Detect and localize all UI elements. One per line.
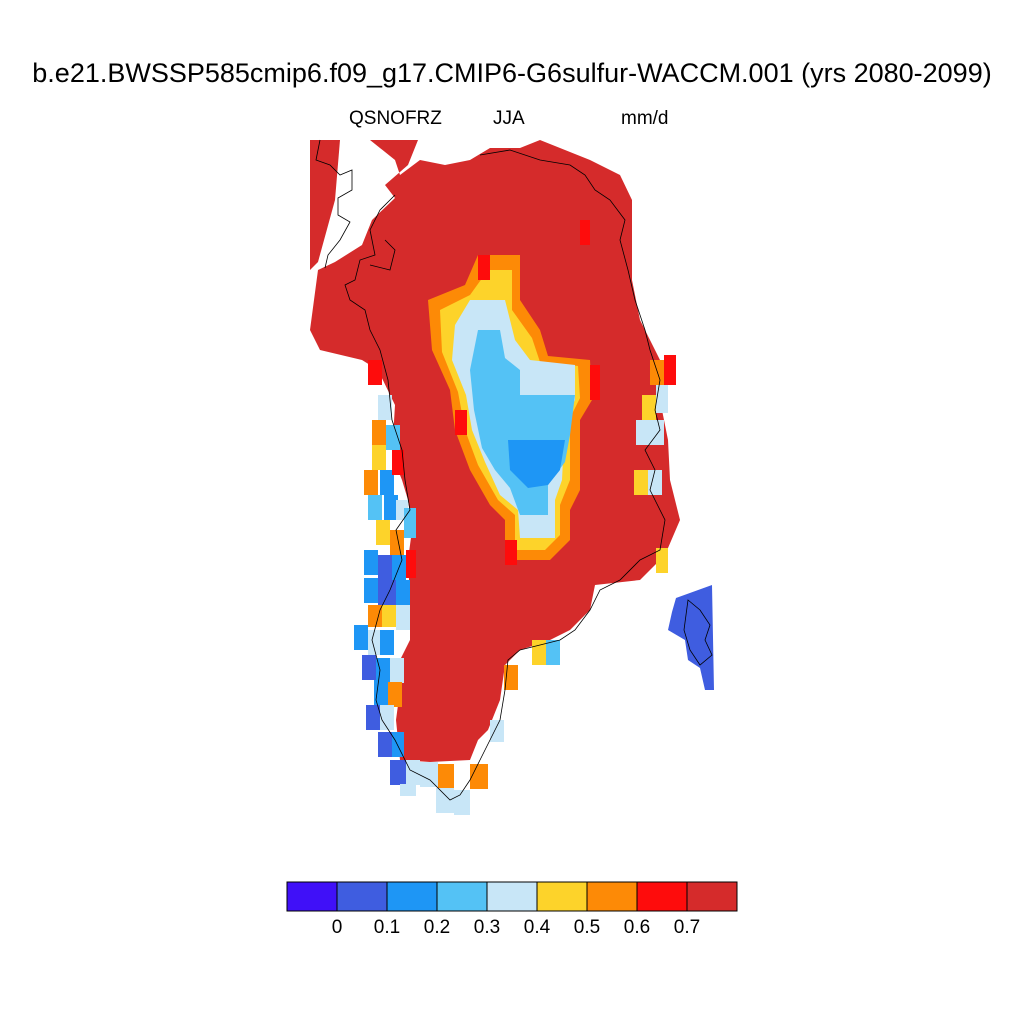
colorbar-swatch bbox=[686, 881, 738, 912]
colorbar-swatch bbox=[536, 881, 588, 912]
colorbar-swatch bbox=[386, 881, 438, 912]
colorbar-tick-label: 0 bbox=[331, 917, 343, 938]
colorbar-tick-label: 0.6 bbox=[623, 917, 651, 938]
colorbar-swatch bbox=[286, 881, 338, 912]
variable-label: QSNOFRZ bbox=[349, 108, 442, 129]
east-coast-values bbox=[490, 220, 676, 742]
colorbar-swatch bbox=[586, 881, 638, 912]
interior-blue-minimum bbox=[508, 440, 565, 488]
season-label: JJA bbox=[493, 108, 525, 129]
west-coast-low-values bbox=[354, 360, 488, 815]
colorbar-tick-label: 0.2 bbox=[423, 917, 451, 938]
colorbar-tick-label: 0.1 bbox=[373, 917, 401, 938]
colorbar-tick-label: 0.3 bbox=[473, 917, 501, 938]
southeast-island bbox=[668, 585, 714, 690]
colorbar-swatch bbox=[486, 881, 538, 912]
colorbar bbox=[286, 881, 738, 912]
colorbar-swatch bbox=[636, 881, 688, 912]
colorbar-tick-label: 0.5 bbox=[573, 917, 601, 938]
colorbar-swatch bbox=[436, 881, 488, 912]
colorbar-swatch bbox=[336, 881, 388, 912]
units-label: mm/d bbox=[621, 108, 669, 129]
colorbar-tick-label: 0.4 bbox=[523, 917, 551, 938]
plot-title: b.e21.BWSSP585cmip6.f09_g17.CMIP6-G6sulf… bbox=[32, 58, 992, 88]
coastline bbox=[315, 139, 713, 801]
colorbar-tick-label: 0.7 bbox=[673, 917, 701, 938]
